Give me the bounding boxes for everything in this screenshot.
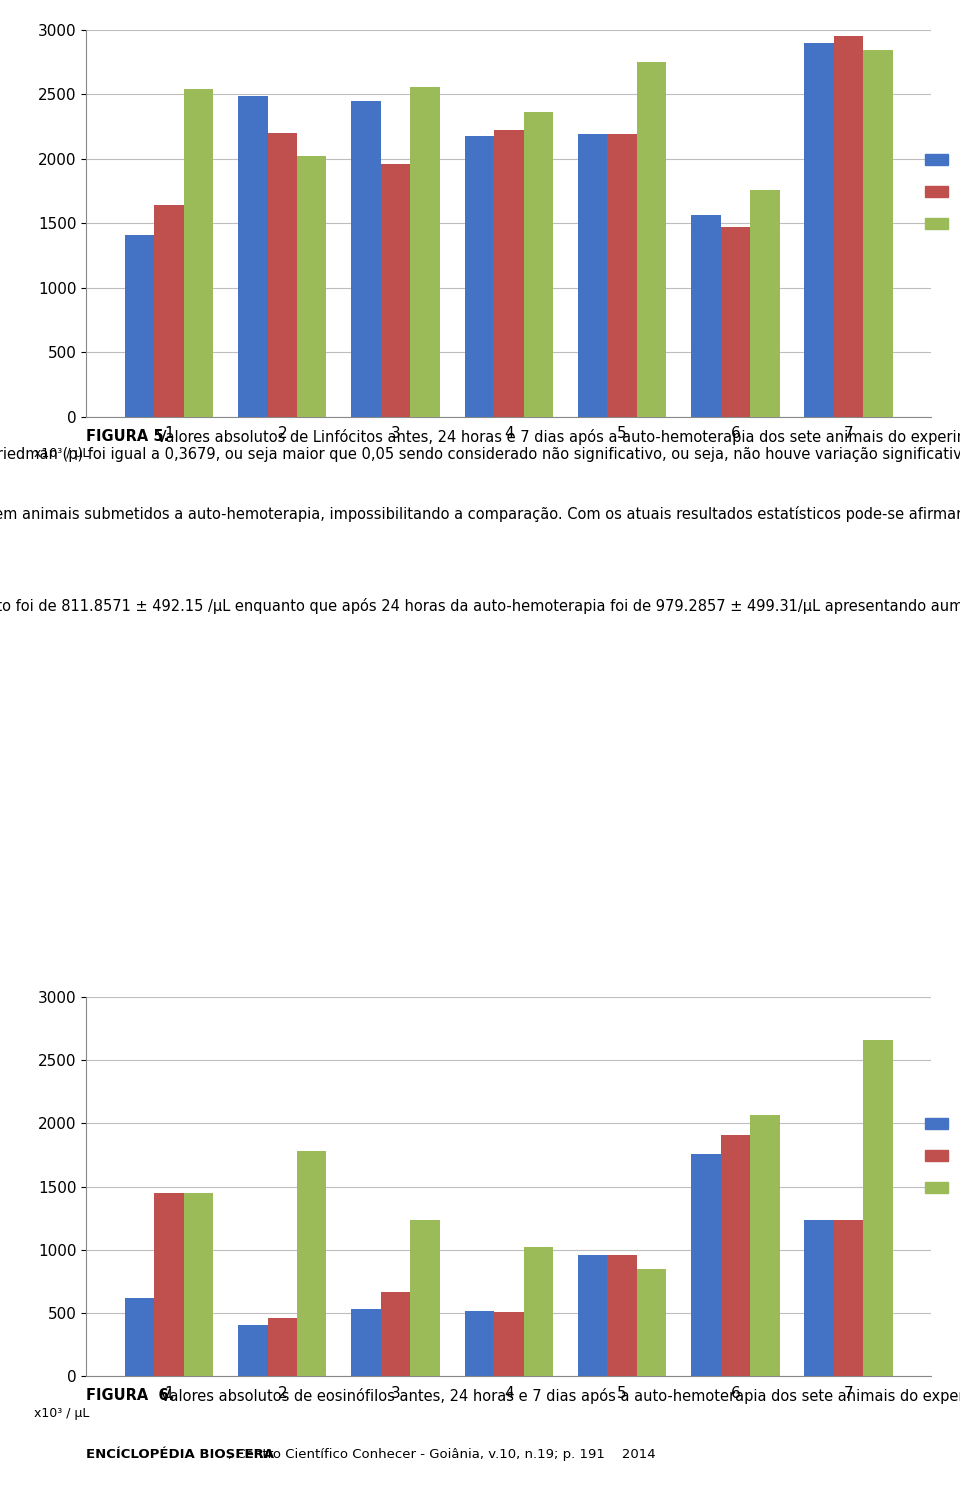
Bar bbox=[523, 112, 553, 417]
Text: Valores absolutos de eosinófilos antes, 24 horas e 7 dias após a auto-hemoterapi: Valores absolutos de eosinófilos antes, … bbox=[156, 1388, 960, 1405]
Text: x10³ / μL: x10³ / μL bbox=[34, 448, 89, 460]
Bar bbox=[297, 156, 326, 417]
Bar bbox=[750, 1115, 780, 1376]
Bar bbox=[238, 1324, 268, 1376]
Text: , Centro Científico Conhecer - Goiânia, v.10, n.19; p. 191    2014: , Centro Científico Conhecer - Goiânia, … bbox=[228, 1448, 656, 1461]
Bar bbox=[125, 235, 155, 417]
Bar bbox=[721, 1135, 750, 1376]
Bar bbox=[863, 1040, 893, 1376]
Bar bbox=[523, 1247, 553, 1376]
Bar bbox=[608, 1254, 636, 1376]
Bar bbox=[691, 1153, 721, 1376]
Bar bbox=[636, 62, 666, 417]
Legend: Antes, 24 horas, 7 dias: Antes, 24 horas, 7 dias bbox=[919, 1112, 960, 1202]
Bar bbox=[410, 1220, 440, 1376]
Bar bbox=[750, 189, 780, 417]
Bar bbox=[155, 1193, 183, 1376]
Bar bbox=[578, 1254, 608, 1376]
Bar bbox=[494, 1312, 523, 1376]
Text: Segundo o teste estatístico de Friedman (p) foi igual a 0,3679, ou seja maior qu: Segundo o teste estatístico de Friedman … bbox=[0, 446, 960, 463]
Text: Valores absolutos de Linfócitos antes, 24 horas e 7 dias após a auto-hemoterapia: Valores absolutos de Linfócitos antes, 2… bbox=[152, 429, 960, 445]
Bar bbox=[238, 95, 268, 417]
Text: ENCÍCLOPÉDIA BIOSFERA: ENCÍCLOPÉDIA BIOSFERA bbox=[86, 1448, 275, 1461]
Bar bbox=[155, 205, 183, 417]
Bar bbox=[721, 228, 750, 417]
Bar bbox=[268, 132, 297, 417]
Bar bbox=[804, 1220, 834, 1376]
Bar bbox=[636, 1269, 666, 1376]
Text: A média do número de eosinófilos de todos os animais antes do experimento foi de: A média do número de eosinófilos de todo… bbox=[0, 598, 960, 615]
Bar bbox=[465, 1311, 494, 1376]
Bar bbox=[410, 86, 440, 417]
Text: FIGURA  6.: FIGURA 6. bbox=[86, 1388, 175, 1403]
Bar bbox=[494, 131, 523, 417]
Bar bbox=[183, 89, 213, 417]
Bar bbox=[183, 1193, 213, 1376]
Bar bbox=[834, 1220, 863, 1376]
Bar bbox=[578, 134, 608, 417]
Bar bbox=[465, 135, 494, 417]
Bar bbox=[351, 101, 381, 417]
Bar bbox=[125, 1298, 155, 1376]
Bar bbox=[804, 43, 834, 417]
Bar bbox=[834, 36, 863, 417]
Bar bbox=[863, 51, 893, 417]
Legend: Antes, 24 horas, 7 dias: Antes, 24 horas, 7 dias bbox=[919, 147, 960, 238]
Bar bbox=[351, 1309, 381, 1376]
Bar bbox=[608, 134, 636, 417]
Bar bbox=[268, 1318, 297, 1376]
Text: x10³ / μL: x10³ / μL bbox=[34, 1408, 89, 1420]
Text: FIGURA 5.: FIGURA 5. bbox=[86, 429, 170, 443]
Text: Na revisão de literatura não se encontrou nenhum trabalho que fornecesse valores: Na revisão de literatura não se encontro… bbox=[0, 506, 960, 522]
Bar bbox=[691, 216, 721, 417]
Bar bbox=[381, 164, 410, 417]
Bar bbox=[297, 1152, 326, 1376]
Bar bbox=[381, 1292, 410, 1376]
